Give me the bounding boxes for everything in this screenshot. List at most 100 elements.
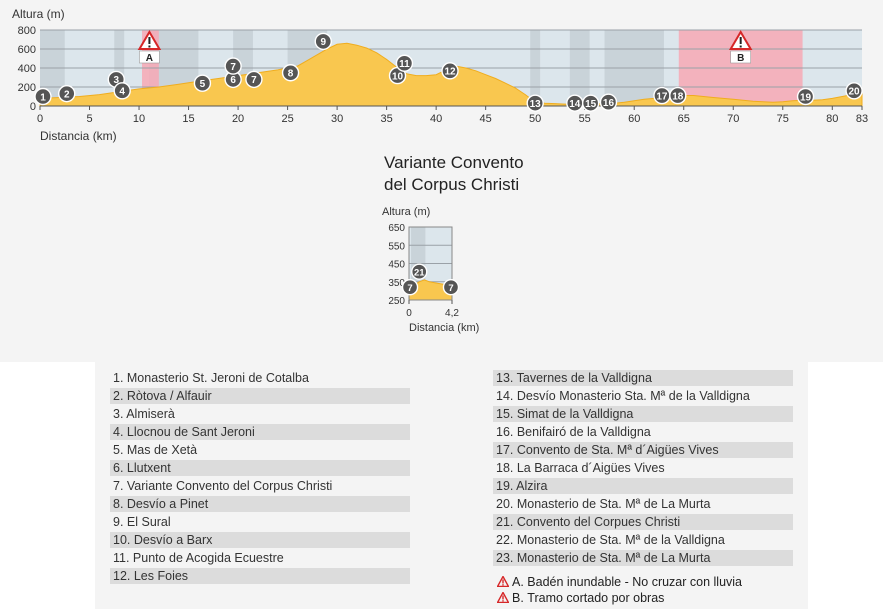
waypoint-number: 7 — [251, 75, 257, 86]
y-tick-label: 0 — [30, 101, 36, 113]
warning-icon-dot — [148, 45, 151, 48]
waypoint-marker — [845, 82, 863, 100]
waypoint-marker — [193, 74, 212, 92]
waypoint-number: 15 — [585, 99, 597, 110]
x-tick-label: 25 — [281, 113, 293, 125]
waypoint-marker — [113, 82, 131, 100]
hazard-note-text: Tramo cortado por obras — [527, 591, 665, 605]
waypoint-number: 17 — [656, 91, 668, 102]
x-tick-label: 60 — [628, 113, 640, 125]
hazard-note-letter: A. — [512, 575, 524, 589]
waypoint-marker — [599, 93, 618, 111]
x-tick-label: 55 — [579, 113, 591, 125]
waypoint-number: 4 — [119, 87, 125, 98]
waypoint-number: 11 — [399, 59, 410, 70]
waypoint-marker — [314, 32, 332, 51]
main-x-axis-label: Distancia (km) — [40, 129, 117, 143]
legend-item: 6. Llutxent — [110, 460, 410, 476]
y-tick-label: 250 — [388, 296, 405, 307]
waypoint-number: 21 — [414, 268, 425, 279]
legend-item: 5. Mas de Xetà — [113, 443, 198, 457]
legend-left-column: 1. Monasterio St. Jeroni de Cotalba 2. R… — [110, 370, 410, 586]
legend-item: 12. Les Foies — [110, 568, 410, 584]
variant-title: Variante Convento del Corpus Christi — [384, 152, 604, 196]
legend-item: 1. Monasterio St. Jeroni de Cotalba — [113, 371, 309, 385]
legend-item: 23. Monasterio de Sta. Mª de La Murta — [493, 550, 793, 566]
y-tick-label: 350 — [388, 278, 405, 289]
legend-item: 10. Desvío a Barx — [110, 532, 410, 548]
main-y-axis-label: Altura (m) — [12, 7, 65, 21]
waypoint-number: 8 — [288, 69, 294, 80]
legend-item: 19. Alzira — [493, 478, 793, 494]
waypoint-number: 7 — [230, 62, 236, 73]
x-tick-label: 10 — [133, 113, 145, 125]
x-tick-label: 70 — [727, 113, 739, 125]
x-tick-label: 35 — [381, 113, 393, 125]
waypoint-number: 9 — [320, 37, 326, 48]
waypoint-number: 20 — [849, 87, 861, 98]
x-tick-label: 65 — [678, 113, 690, 125]
legend-item: 20. Monasterio de Sta. Mª de La Murta — [496, 497, 711, 511]
waypoint-marker — [442, 279, 460, 296]
hazard-label: B — [737, 53, 744, 64]
x-tick-label: 83 — [856, 113, 868, 125]
waypoint-number: 6 — [230, 75, 236, 86]
waypoint-marker — [224, 57, 242, 75]
y-tick-label: 400 — [18, 63, 36, 75]
x-tick-label: 0 — [37, 113, 43, 125]
waypoint-number: 7 — [448, 283, 453, 294]
waypoint-number: 7 — [407, 283, 412, 294]
waypoint-marker — [526, 94, 544, 112]
warning-icon-mark — [148, 37, 151, 44]
x-tick-label: 15 — [182, 113, 194, 125]
legend-item: 16. Benifairó de la Valldigna — [496, 425, 651, 439]
warning-icon — [497, 576, 509, 587]
legend-item: 11. Punto de Acogida Ecuestre — [113, 551, 284, 565]
waypoint-marker — [441, 62, 459, 80]
warning-icon-mark — [739, 37, 742, 44]
x-tick-label: 4,2 — [445, 308, 459, 319]
legend-right-column: 13. Tavernes de la Valldigna 14. Desvío … — [493, 370, 793, 568]
waypoint-marker — [581, 94, 600, 112]
hazard-note-letter: B. — [512, 591, 524, 605]
waypoint-number: 12 — [444, 67, 456, 78]
y-tick-label: 200 — [18, 82, 36, 94]
legend-item: 13. Tavernes de la Valldigna — [493, 370, 793, 386]
hazard-note-text: Badén inundable - No cruzar con lluvia — [527, 575, 743, 589]
waypoint-marker — [58, 84, 76, 103]
waypoint-marker — [411, 263, 428, 280]
waypoint-number: 19 — [800, 92, 812, 103]
legend-item: 22. Monasterio de Sta. Mª de la Valldign… — [496, 533, 725, 547]
waypoint-number: 16 — [603, 98, 615, 109]
waypoint-number: 10 — [392, 71, 404, 82]
x-tick-label: 0 — [406, 308, 412, 319]
variant-x-axis-label: Distancia (km) — [409, 322, 479, 334]
waypoint-marker — [245, 70, 263, 89]
hazard-label-box — [139, 50, 160, 64]
waypoint-marker — [281, 64, 300, 82]
waypoint-number: 18 — [672, 91, 684, 102]
x-tick-label: 30 — [331, 113, 343, 125]
legend-item: 21. Convento del Corpues Christi — [493, 514, 793, 530]
waypoint-marker — [401, 279, 419, 296]
hazard-notes: A. Badén inundable - No cruzar con lluvi… — [497, 574, 742, 606]
x-tick-label: 20 — [232, 113, 244, 125]
x-tick-label: 5 — [86, 113, 92, 125]
legend-item: 4. Llocnou de Sant Jeroni — [110, 424, 410, 440]
legend-item: 8. Desvío a Pinet — [110, 496, 410, 512]
waypoint-number: 3 — [113, 75, 119, 86]
legend-item: 15. Simat de la Valldigna — [493, 406, 793, 422]
y-tick-label: 450 — [388, 260, 405, 271]
x-tick-label: 45 — [480, 113, 492, 125]
waypoint-number: 5 — [200, 79, 206, 90]
x-tick-label: 50 — [529, 113, 541, 125]
legend-item: 14. Desvío Monasterio Sta. Mª de la Vall… — [496, 389, 750, 403]
hazard-label-box — [730, 50, 751, 64]
waypoint-number: 14 — [569, 99, 581, 110]
y-tick-label: 650 — [388, 223, 405, 234]
legend-item: 2. Ròtova / Alfauir — [110, 388, 410, 404]
y-tick-label: 550 — [388, 241, 405, 252]
warning-icon-dot — [739, 45, 742, 48]
